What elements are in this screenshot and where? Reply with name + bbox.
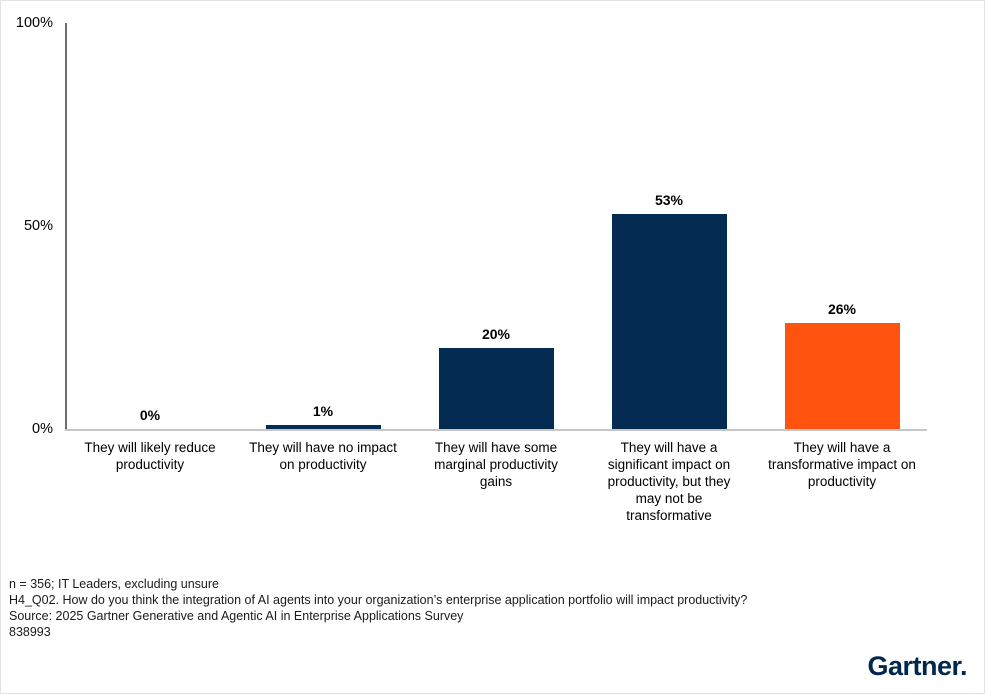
y-axis-tick-labels: 0% 50% 100% xyxy=(1,15,53,437)
category-label: They will have a significant impact on p… xyxy=(607,440,731,523)
category-label: They will have no impact on productivity xyxy=(249,440,397,472)
bar xyxy=(611,213,727,429)
bar xyxy=(265,424,381,429)
document-id: 838993 xyxy=(9,625,51,639)
category-label: They will have some marginal productivit… xyxy=(434,440,558,489)
bar-value-label: 0% xyxy=(139,407,161,423)
sample-note: n = 356; IT Leaders, excluding unsure xyxy=(9,577,219,591)
bar xyxy=(784,323,900,429)
survey-question: H4_Q02. How do you think the integration… xyxy=(9,593,748,607)
bar-value-label: 53% xyxy=(654,191,684,208)
y-tick-label: 0% xyxy=(32,421,53,437)
category-label: They will likely reduce productivity xyxy=(84,440,216,472)
gartner-logo: Gartner. xyxy=(867,651,967,681)
x-axis-line xyxy=(65,429,927,431)
bar-value-label: 26% xyxy=(827,301,857,318)
y-axis-line xyxy=(65,23,67,429)
chart-footnotes: n = 356; IT Leaders, excluding unsure H4… xyxy=(9,576,979,640)
y-tick-label: 50% xyxy=(23,218,53,234)
bar xyxy=(438,347,554,429)
plot-area: 0% 1% 20% 53% 26% xyxy=(65,23,927,431)
source-line: Source: 2025 Gartner Generative and Agen… xyxy=(9,609,464,623)
bar-value-label: 20% xyxy=(481,325,511,342)
category-label: They will have a transformative impact o… xyxy=(768,440,916,489)
y-tick-label: 100% xyxy=(15,15,53,31)
bar-value-label: 1% xyxy=(312,402,334,419)
